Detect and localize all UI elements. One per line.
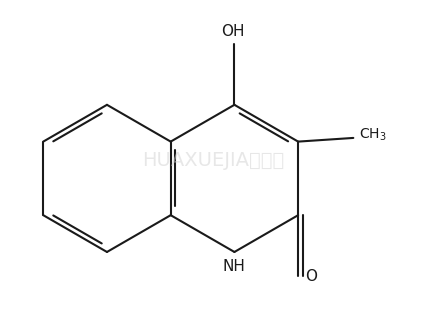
Text: O: O [305,269,317,284]
Text: OH: OH [221,24,245,39]
Text: CH$_3$: CH$_3$ [359,127,387,143]
Text: HUAXUEJIA化学加: HUAXUEJIA化学加 [142,150,284,170]
Text: NH: NH [223,259,246,274]
